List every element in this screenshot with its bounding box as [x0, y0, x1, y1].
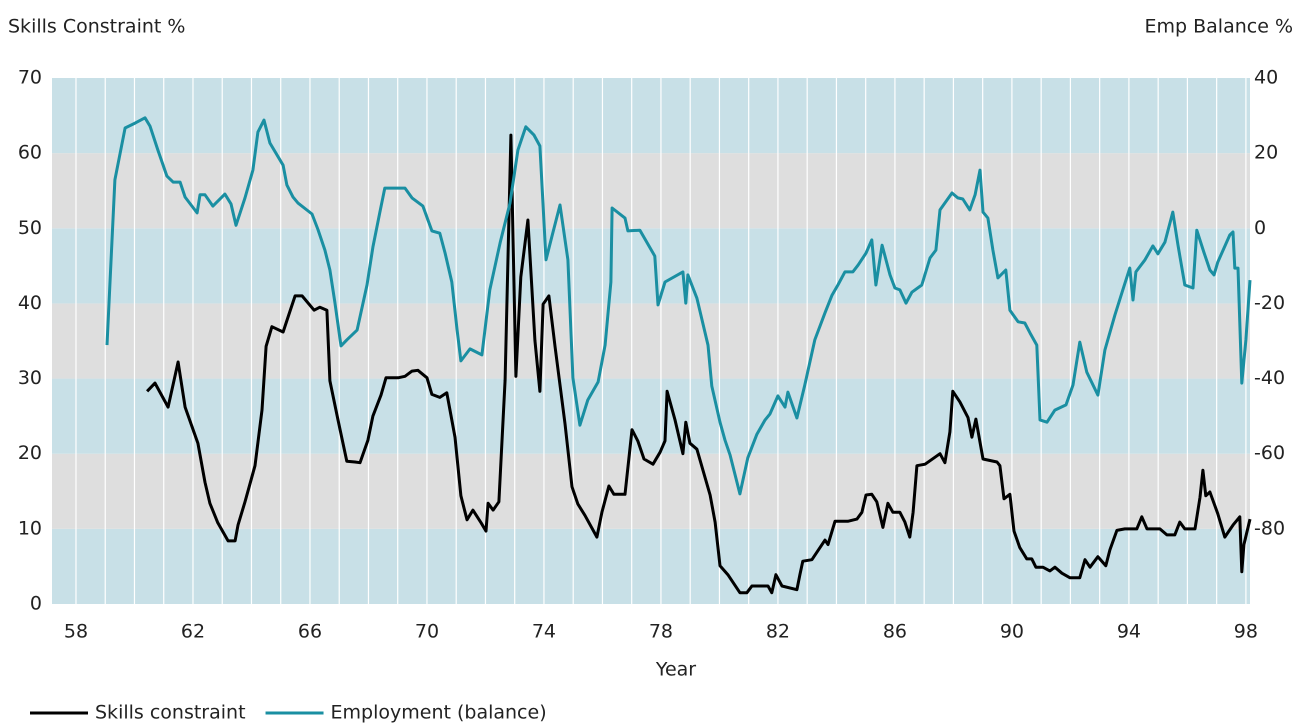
- y2-tick-label: -80: [1254, 517, 1285, 539]
- y-tick-label: 10: [18, 517, 42, 539]
- y-tick-label: 70: [18, 67, 42, 89]
- y-axis-title: Skills Constraint %: [8, 16, 185, 38]
- y-tick-label: 50: [18, 217, 42, 239]
- x-tick-label: 62: [181, 621, 205, 643]
- y-tick-label: 20: [18, 442, 42, 464]
- legend-label: Employment (balance): [331, 702, 547, 724]
- legend-label: Skills constraint: [95, 702, 246, 724]
- y-tick-label: 0: [30, 593, 42, 615]
- x-tick-label: 74: [532, 621, 556, 643]
- y-tick-label: 40: [18, 292, 42, 314]
- series-line: [146, 133, 1252, 595]
- plot-background: [52, 78, 1250, 604]
- x-tick-label: 94: [1117, 621, 1141, 643]
- x-tick-label: 58: [64, 621, 88, 643]
- y-tick-label: 60: [18, 142, 42, 164]
- series-line: [105, 116, 1252, 496]
- y2-tick-label: -20: [1254, 292, 1285, 314]
- y2-tick-label: -60: [1254, 442, 1285, 464]
- x-tick-label: 98: [1234, 621, 1258, 643]
- y2-tick-label: 40: [1254, 67, 1278, 89]
- x-tick-label: 86: [883, 621, 907, 643]
- x-tick-label: 90: [1000, 621, 1024, 643]
- x-tick-label: 78: [649, 621, 673, 643]
- x-tick-label: 66: [298, 621, 322, 643]
- x-tick-label: 70: [415, 621, 439, 643]
- y2-axis-title: Emp Balance %: [1145, 16, 1293, 38]
- y2-tick-label: -40: [1254, 367, 1285, 389]
- x-axis-title: Year: [655, 659, 696, 681]
- y2-tick-label: 0: [1254, 217, 1266, 239]
- y-tick-label: 30: [18, 367, 42, 389]
- x-tick-label: 82: [766, 621, 790, 643]
- y2-tick-label: 20: [1254, 142, 1278, 164]
